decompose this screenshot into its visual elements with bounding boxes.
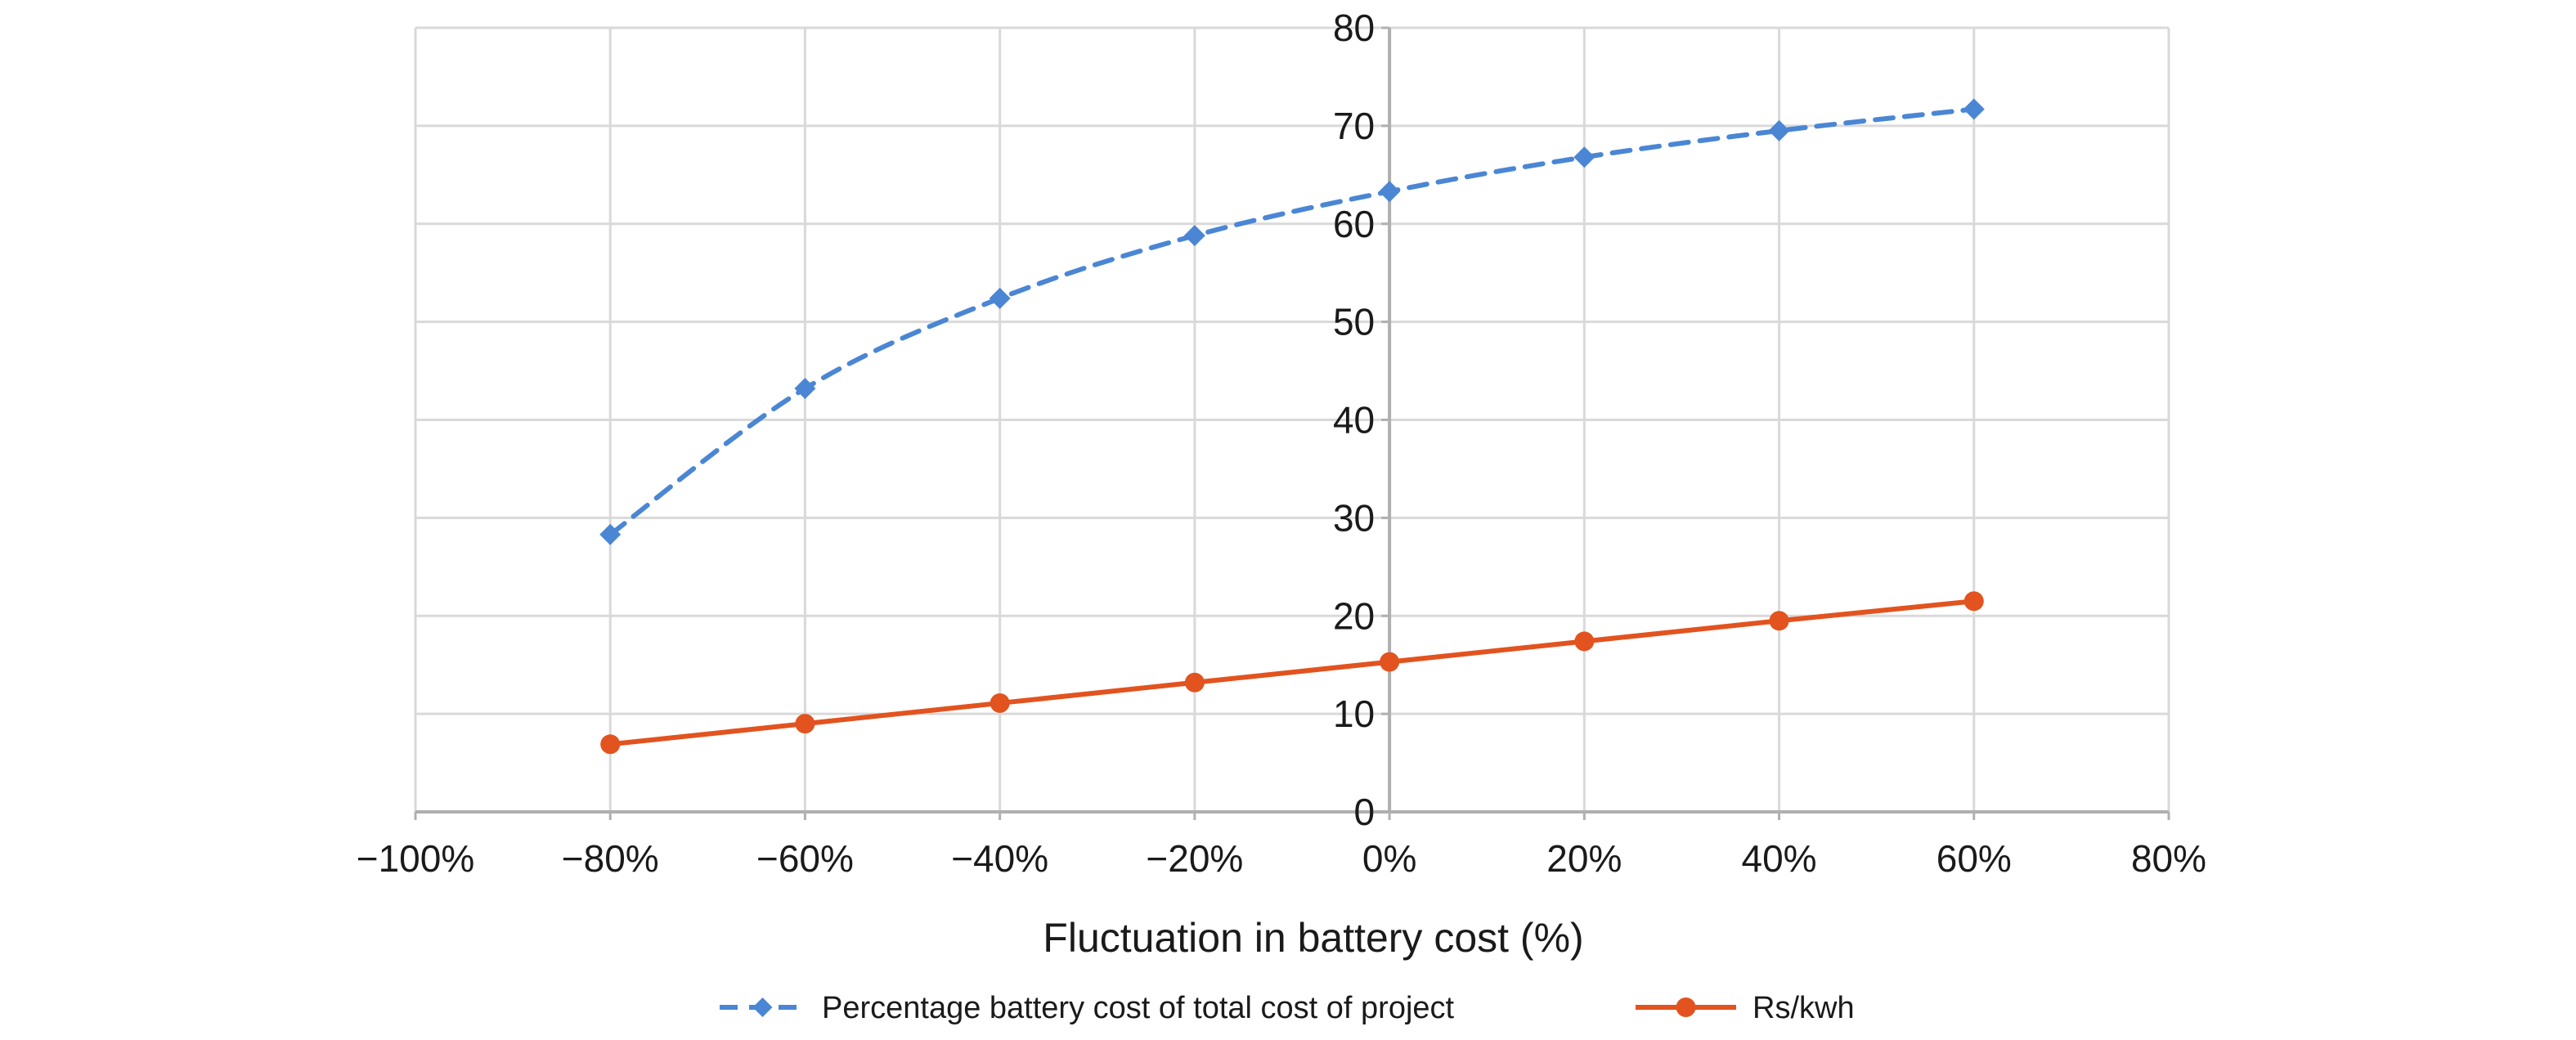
x-axis-title: Fluctuation in battery cost (%) [1043,915,1583,961]
series-line-2 [608,598,1977,747]
x-tick-label: 60% [1936,837,2012,880]
data-point-circle [1380,652,1400,672]
data-point-diamond [1768,119,1790,141]
data-point-diamond [1573,146,1595,168]
data-point-circle [795,714,815,734]
y-tick-label: 40 [1333,399,1375,442]
gridlines [414,26,2170,812]
x-tick-label: −100% [357,837,475,880]
data-point-circle [1184,672,1205,693]
y-tick-label: 80 [1333,7,1375,49]
x-tick-label: −40% [951,837,1048,880]
data-point-circle [1769,611,1789,631]
data-point-diamond [989,287,1011,309]
y-tick-label: 0 [1354,791,1376,833]
tick-labels: −100% −80% −60% −40% −20% 0% 20% 40% 60% 80% 0 10 20… [357,7,2206,880]
data-point-diamond [1183,225,1205,247]
data-point-diamond [1963,98,1985,120]
x-tick-label: 80% [2131,837,2206,880]
legend-label-2: Rs/kwh [1752,991,1855,1025]
x-tick-label: 40% [1742,837,1817,880]
legend: Percentage battery cost of total cost of… [720,991,1855,1025]
y-tick-label: 30 [1333,496,1375,539]
data-point-diamond [1379,181,1401,203]
data-point-circle [1574,631,1595,652]
data-point-diamond [599,523,622,545]
y-tick-label: 70 [1333,105,1375,147]
y-tick-label: 60 [1333,203,1375,245]
legend-marker-diamond [752,997,773,1017]
x-tick-label: 20% [1546,837,1622,880]
data-point-circle [1963,591,1984,612]
y-tick-label: 10 [1333,693,1375,735]
legend-marker-circle [1676,997,1696,1017]
x-tick-label: −60% [756,837,854,880]
x-tick-label: 0% [1362,837,1416,880]
series-group [599,98,1985,755]
axes [414,26,2170,820]
legend-label-1: Percentage battery cost of total cost of… [822,991,1455,1025]
y-tick-label: 50 [1333,301,1375,343]
data-point-circle [600,734,621,755]
x-tick-label: −20% [1146,837,1243,880]
y-tick-label: 20 [1333,594,1375,637]
data-point-circle [990,693,1010,713]
data-point-diamond [794,378,816,400]
x-tick-label: −80% [562,837,659,880]
